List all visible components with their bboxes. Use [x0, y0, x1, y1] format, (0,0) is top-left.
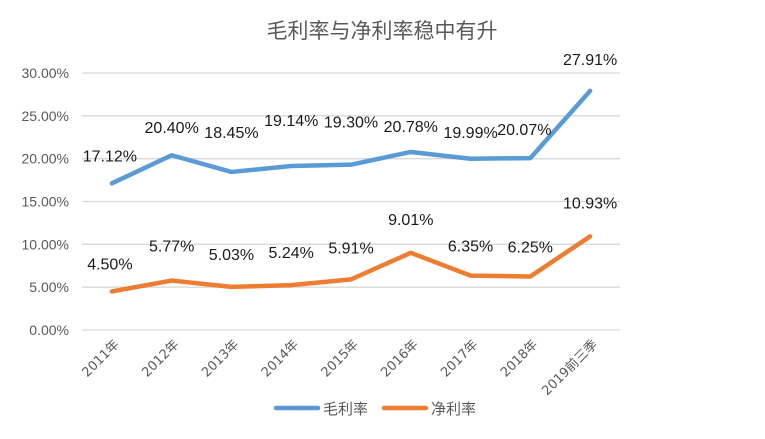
- series-line-0: [109, 88, 593, 186]
- x-tick-label: 2017年: [438, 337, 481, 380]
- x-tick-label: 2019前三季: [539, 337, 601, 399]
- y-tick-label: 15.00%: [22, 194, 69, 210]
- legend-label: 净利率: [431, 400, 476, 418]
- y-tick-label: 25.00%: [22, 108, 69, 124]
- data-label: 19.99%: [443, 125, 497, 142]
- data-label: 5.77%: [149, 239, 194, 256]
- y-tick-label: 30.00%: [22, 65, 69, 81]
- data-label: 20.78%: [384, 119, 438, 136]
- data-label: 20.40%: [145, 120, 199, 137]
- y-tick-label: 5.00%: [29, 279, 69, 295]
- gridlines: [82, 72, 620, 331]
- data-label: 18.45%: [204, 125, 258, 142]
- legend: 毛利率 净利率: [273, 400, 476, 418]
- data-label: 4.50%: [87, 256, 132, 273]
- data-label: 5.03%: [209, 247, 254, 264]
- data-label: 5.24%: [269, 245, 314, 262]
- data-labels: 17.12% 20.40% 18.45% 19.14% 19.30% 20.78% 19.9…: [83, 52, 617, 274]
- legend-item-1: 净利率: [381, 400, 476, 418]
- x-tick-label: 2011年: [80, 337, 123, 380]
- x-tick-label: 2013年: [199, 337, 242, 380]
- y-tick-label: 10.00%: [22, 236, 69, 252]
- x-axis: 2011年 2012年 2013年 2014年 2015年 2016年 2017年 2018年…: [80, 337, 601, 399]
- data-label: 6.35%: [448, 239, 493, 256]
- data-label: 5.91%: [328, 240, 373, 257]
- data-label: 19.14%: [264, 113, 318, 130]
- x-tick-label: 2016年: [378, 337, 421, 380]
- legend-label: 毛利率: [323, 400, 368, 418]
- x-tick-label: 2014年: [259, 337, 302, 380]
- chart-title: 毛利率与净利率稳中有升: [267, 19, 498, 43]
- legend-item-0: 毛利率: [273, 400, 368, 418]
- x-tick-label: 2015年: [319, 337, 362, 380]
- data-label: 19.30%: [324, 115, 378, 132]
- data-label: 10.93%: [563, 195, 617, 212]
- x-tick-label: 2018年: [498, 337, 541, 380]
- series-lines: [109, 88, 593, 294]
- data-label: 6.25%: [508, 239, 553, 256]
- series-line-1: [109, 234, 593, 294]
- x-tick-label: 2012年: [139, 337, 182, 380]
- data-label: 17.12%: [83, 148, 137, 165]
- y-tick-label: 0.00%: [29, 322, 69, 338]
- y-tick-label: 20.00%: [22, 151, 69, 167]
- y-axis: 0.00% 5.00% 10.00% 15.00% 20.00% 25.00% 30.00%: [22, 65, 69, 338]
- data-label: 27.91%: [563, 52, 617, 69]
- data-label: 9.01%: [388, 212, 433, 229]
- data-label: 20.07%: [497, 122, 551, 139]
